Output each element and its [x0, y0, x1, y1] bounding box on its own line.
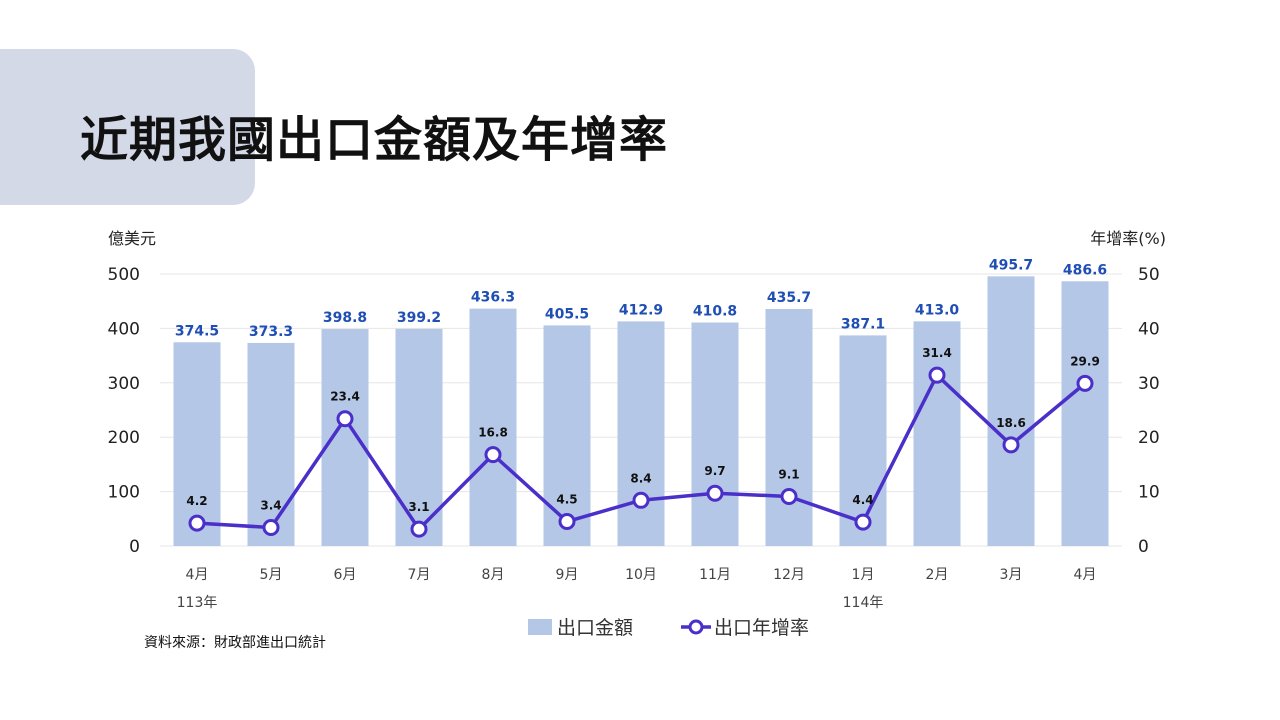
line-point: [410, 520, 428, 538]
bar: [839, 335, 887, 546]
line-point: [336, 410, 354, 428]
line-point: [558, 513, 576, 531]
x-tick-label: 7月: [408, 567, 431, 583]
bar-value-label: 398.8: [323, 310, 367, 326]
line-point: [706, 484, 724, 502]
bar: [247, 342, 295, 546]
axes: 0 100 200 300 400 500 0 10 20 30 40 50 億美元 年增率(%) 4月 5月…: [108, 229, 1166, 611]
bar: [321, 329, 369, 546]
line-point: [780, 487, 798, 505]
y-left-axis-label: 億美元: [108, 229, 156, 248]
line-point: [188, 514, 206, 532]
legend-bar-swatch: [528, 619, 552, 635]
page-title: 近期我國出口金額及年增率: [80, 112, 669, 168]
bar: [469, 308, 517, 546]
x-year-label: 113年: [177, 595, 218, 611]
x-tick-label: 3月: [1000, 567, 1023, 583]
bar: [617, 321, 665, 546]
y-right-tick-label: 10: [1138, 483, 1160, 503]
line-value-label: 8.4: [630, 471, 651, 485]
line-point: [262, 519, 280, 537]
line-series: 4.2 3.4 23.4 3.1 16.8 4.5 8.4 9.7 9.1 4.4 31.4 18.6…: [186, 346, 1100, 538]
bar-value-label: 495.7: [989, 257, 1033, 273]
line-value-label: 3.4: [260, 499, 281, 513]
bar-value-label: 374.5: [175, 323, 219, 339]
y-left-tick-label: 0: [129, 537, 140, 557]
x-tick-label: 11月: [699, 567, 731, 583]
legend: 出口金額 出口年增率: [528, 617, 809, 639]
bar-value-label: 387.1: [841, 316, 885, 332]
y-left-tick-label: 300: [108, 374, 140, 394]
bar-value-label: 435.7: [767, 290, 811, 306]
bar: [173, 342, 221, 546]
bar-value-label: 399.2: [397, 310, 441, 326]
line-point: [1076, 374, 1094, 392]
line-value-label: 29.9: [1070, 354, 1100, 368]
line-value-label: 4.5: [556, 493, 577, 507]
line-value-label: 9.1: [778, 467, 799, 481]
bar: [987, 276, 1035, 546]
line-value-label: 16.8: [478, 426, 508, 440]
bar-value-label: 412.9: [619, 302, 663, 318]
x-tick-label: 1月: [852, 567, 875, 583]
x-tick-label: 12月: [773, 567, 805, 583]
line-point: [632, 491, 650, 509]
title-background: [0, 49, 255, 205]
bar: [543, 325, 591, 546]
y-right-axis-label: 年增率(%): [1090, 229, 1166, 248]
y-right-tick-label: 50: [1138, 265, 1160, 285]
line-value-label: 18.6: [996, 416, 1026, 430]
line-value-label: 4.2: [186, 494, 207, 508]
line-point: [928, 366, 946, 384]
line-point: [1002, 436, 1020, 454]
line-value-label: 3.1: [408, 500, 429, 514]
line-value-label: 9.7: [704, 464, 725, 478]
line-value-label: 31.4: [922, 346, 952, 360]
line-point: [484, 446, 502, 464]
bar: [1061, 281, 1109, 546]
bar-value-label: 436.3: [471, 290, 515, 306]
x-tick-label: 9月: [556, 567, 579, 583]
bar: [691, 322, 739, 546]
legend-line-marker: [688, 619, 704, 635]
legend-line-label: 出口年增率: [714, 617, 809, 639]
y-left-tick-label: 100: [108, 483, 140, 503]
y-right-tick-label: 40: [1138, 319, 1160, 339]
x-tick-label: 6月: [334, 567, 357, 583]
bar: [765, 308, 813, 546]
bar-value-label: 405.5: [545, 306, 589, 322]
bar-value-label: 373.3: [249, 324, 293, 340]
bar-series: 374.5 373.3 398.8 399.2 436.3 405.5 412.9 410.8…: [173, 257, 1109, 546]
y-left-tick-label: 200: [108, 428, 140, 448]
y-right-tick-label: 20: [1138, 428, 1160, 448]
y-right-tick-label: 0: [1138, 537, 1149, 557]
y-left-tick-label: 400: [108, 319, 140, 339]
x-year-label: 114年: [843, 595, 884, 611]
bar-value-label: 486.6: [1063, 262, 1107, 278]
bar-value-label: 413.0: [915, 302, 960, 318]
x-tick-label: 5月: [260, 567, 283, 583]
y-left-tick-label: 500: [108, 265, 140, 285]
line-value-label: 4.4: [852, 493, 873, 507]
bar: [913, 321, 961, 546]
legend-bar-label: 出口金額: [557, 617, 633, 639]
line-value-label: 23.4: [330, 390, 360, 404]
x-tick-label: 2月: [926, 567, 949, 583]
y-right-tick-label: 30: [1138, 374, 1160, 394]
x-tick-label: 8月: [482, 567, 505, 583]
line-point: [854, 513, 872, 531]
bar-value-label: 410.8: [693, 304, 737, 320]
bar: [395, 328, 443, 546]
x-tick-label: 4月: [186, 567, 209, 583]
x-tick-label: 4月: [1074, 567, 1097, 583]
source-note: 資料來源：財政部進出口統計: [144, 635, 326, 651]
x-tick-label: 10月: [625, 567, 657, 583]
